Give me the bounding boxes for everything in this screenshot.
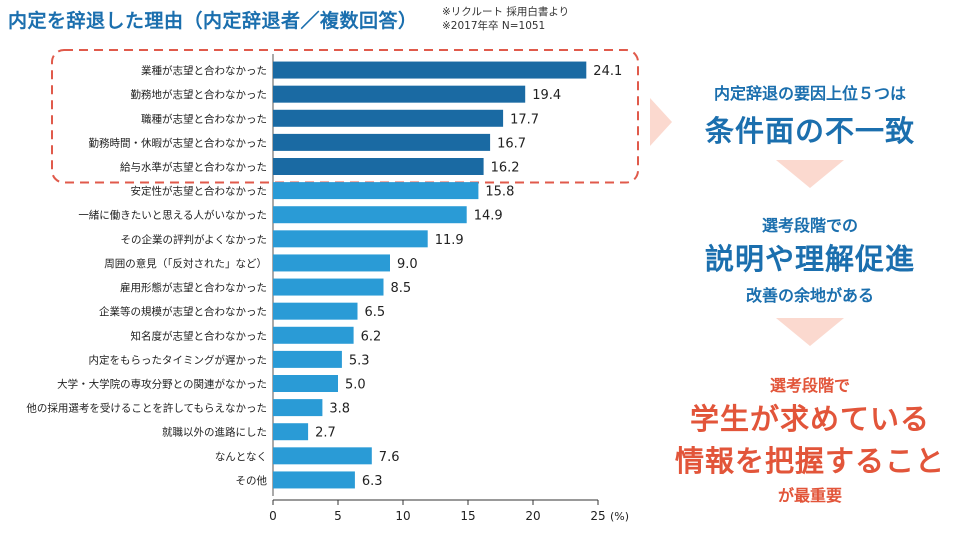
category-label: 知名度が志望と合わなかった — [131, 329, 268, 342]
x-tick-label: 25 — [590, 509, 605, 523]
category-label: 企業等の規模が志望と合わなかった — [99, 305, 267, 318]
value-label: 7.6 — [379, 450, 400, 465]
arrow-down-icon — [776, 160, 844, 188]
category-label: 周囲の意見（「反対された」など） — [104, 257, 267, 270]
callout-2-large: 説明や理解促進 — [704, 242, 915, 276]
bar — [273, 158, 484, 175]
callout-3-small: 選考段階で — [769, 376, 850, 395]
value-label: 5.3 — [349, 353, 370, 368]
bar — [273, 109, 504, 127]
category-label: 勤務時間・休暇が志望と合わなかった — [89, 136, 268, 149]
value-label: 5.0 — [345, 378, 366, 393]
callout-2-after: 改善の余地がある — [745, 286, 874, 305]
bar — [273, 61, 587, 79]
bar — [273, 350, 342, 368]
callout-3-large-1: 学生が求めている — [689, 402, 930, 436]
category-label: 就職以外の進路にした — [162, 426, 267, 439]
callout-2-small: 選考段階での — [761, 216, 858, 235]
value-label: 11.9 — [435, 233, 464, 248]
value-label: 19.4 — [532, 88, 561, 103]
chart-title: 内定を辞退した理由（内定辞退者／複数回答） — [8, 10, 418, 32]
source-note: ※リクルート 採用白書より ※2017年卒 N=1051 — [442, 5, 569, 33]
category-label: 業種が志望と合わなかった — [141, 64, 267, 77]
bar — [273, 278, 384, 296]
category-label: 職種が志望と合わなかった — [141, 112, 267, 125]
category-label: その企業の評判がよくなかった — [121, 233, 267, 246]
bar — [273, 471, 355, 489]
value-label: 2.7 — [315, 426, 336, 441]
bar — [273, 375, 338, 392]
x-axis-unit: (%) — [610, 510, 629, 523]
value-label: 24.1 — [593, 64, 622, 79]
value-label: 6.2 — [361, 329, 382, 344]
value-label: 3.8 — [329, 402, 350, 417]
bar — [273, 182, 479, 200]
bar — [273, 254, 390, 272]
category-label: なんとなく — [215, 451, 267, 463]
bar — [273, 302, 358, 320]
bar — [273, 85, 526, 103]
highlight-frame — [51, 49, 639, 184]
category-label: その他 — [236, 474, 268, 487]
x-tick-label: 20 — [525, 509, 540, 523]
bar — [273, 423, 309, 441]
category-label: 他の採用選考を受けることを許してもらえなかった — [26, 402, 267, 415]
value-label: 16.2 — [491, 161, 520, 176]
callout-1-large: 条件面の不一致 — [704, 114, 915, 148]
arrow-down-icon — [776, 318, 844, 346]
category-label: 安定性が志望と合わなかった — [131, 185, 268, 198]
bar — [273, 447, 372, 465]
bar — [273, 230, 428, 248]
bar-chart: 業種が志望と合わなかった 24.1 勤務地が志望と合わなかった 19.4 職種が志望と合… — [26, 49, 639, 523]
value-label: 16.7 — [497, 136, 526, 151]
value-label: 8.5 — [391, 281, 412, 296]
x-tick-label: 10 — [395, 509, 410, 523]
value-label: 14.9 — [474, 209, 503, 224]
callout-1-small: 内定辞退の要因上位５つは — [713, 84, 906, 103]
value-label: 6.3 — [362, 474, 383, 489]
category-label: 雇用形態が志望と合わなかった — [120, 281, 267, 294]
x-tick-label: 5 — [334, 509, 342, 523]
source-line-2: ※2017年卒 N=1051 — [442, 20, 546, 32]
category-label: 一緒に働きたいと思える人がいなかった — [78, 209, 267, 222]
category-label: 給与水準が志望と合わなかった — [120, 161, 267, 174]
value-label: 15.8 — [485, 185, 514, 200]
bar — [273, 206, 467, 224]
category-label: 大学・大学院の専攻分野との関連がなかった — [57, 378, 267, 391]
callout-3-large-2: 情報を把握すること — [674, 444, 945, 478]
category-label: 勤務地が志望と合わなかった — [131, 88, 268, 101]
value-label: 9.0 — [397, 257, 418, 272]
bar — [273, 326, 354, 344]
value-label: 17.7 — [510, 112, 539, 127]
x-tick-label: 15 — [460, 509, 475, 523]
x-tick-label: 0 — [269, 509, 277, 523]
bar — [273, 133, 491, 151]
arrow-right-icon — [650, 98, 672, 146]
source-line-1: ※リクルート 採用白書より — [442, 6, 570, 18]
value-label: 6.5 — [365, 305, 386, 320]
bar — [273, 399, 323, 417]
callout-3-after: が最重要 — [777, 486, 842, 505]
category-label: 内定をもらったタイミングが遅かった — [89, 353, 268, 366]
